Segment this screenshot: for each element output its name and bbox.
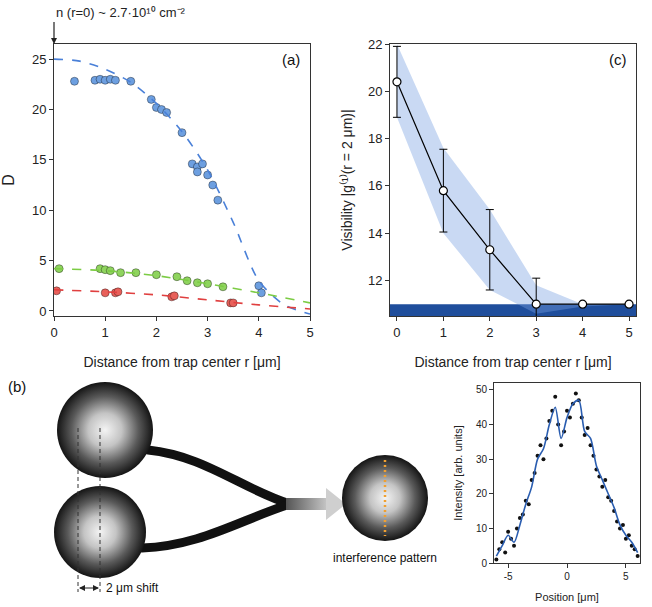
svg-text:interference pattern: interference pattern — [333, 551, 437, 565]
svg-text:20: 20 — [368, 84, 382, 99]
svg-text:Visibility |g⁽¹⁾(r = 2 μm)|: Visibility |g⁽¹⁾(r = 2 μm)| — [339, 109, 355, 250]
svg-text:14: 14 — [368, 226, 382, 241]
svg-text:4: 4 — [255, 325, 262, 340]
svg-text:2: 2 — [486, 325, 493, 340]
svg-text:0: 0 — [564, 571, 570, 582]
svg-text:5: 5 — [625, 325, 632, 340]
svg-text:12: 12 — [368, 273, 382, 288]
svg-text:20: 20 — [32, 102, 46, 117]
svg-text:22: 22 — [368, 37, 382, 52]
svg-text:0: 0 — [50, 325, 57, 340]
svg-text:-5: -5 — [504, 571, 513, 582]
svg-text:Intensity [arb. units]: Intensity [arb. units] — [452, 425, 464, 520]
svg-text:0: 0 — [481, 558, 487, 569]
svg-text:(b): (b) — [8, 378, 26, 395]
svg-text:16: 16 — [368, 178, 382, 193]
svg-text:Distance from trap center r [μ: Distance from trap center r [μm] — [83, 354, 280, 370]
svg-text:5: 5 — [623, 571, 629, 582]
svg-text:2 μm shift: 2 μm shift — [106, 581, 159, 595]
svg-text:5: 5 — [306, 325, 313, 340]
svg-text:20: 20 — [476, 488, 488, 499]
svg-text:1: 1 — [102, 325, 109, 340]
svg-text:n (r=0) ~ 2.7·10¹⁰ cm⁻²: n (r=0) ~ 2.7·10¹⁰ cm⁻² — [56, 5, 186, 20]
svg-text:5: 5 — [39, 253, 46, 268]
svg-text:4: 4 — [579, 325, 586, 340]
svg-text:Distance from trap center r [μ: Distance from trap center r [μm] — [414, 354, 611, 370]
svg-text:D: D — [0, 174, 17, 186]
svg-text:40: 40 — [476, 419, 488, 430]
svg-text:18: 18 — [368, 131, 382, 146]
svg-text:25: 25 — [32, 52, 46, 67]
svg-text:0: 0 — [393, 325, 400, 340]
svg-text:3: 3 — [533, 325, 540, 340]
svg-text:1: 1 — [440, 325, 447, 340]
svg-text:10: 10 — [32, 203, 46, 218]
svg-text:2: 2 — [153, 325, 160, 340]
svg-text:10: 10 — [476, 523, 488, 534]
svg-text:50: 50 — [476, 384, 488, 395]
svg-text:3: 3 — [204, 325, 211, 340]
svg-text:15: 15 — [32, 152, 46, 167]
svg-text:Position [μm]: Position [μm] — [535, 591, 599, 603]
svg-text:0: 0 — [39, 304, 46, 319]
svg-text:(c): (c) — [609, 51, 627, 68]
svg-text:30: 30 — [476, 454, 488, 465]
svg-text:(a): (a) — [282, 51, 300, 68]
